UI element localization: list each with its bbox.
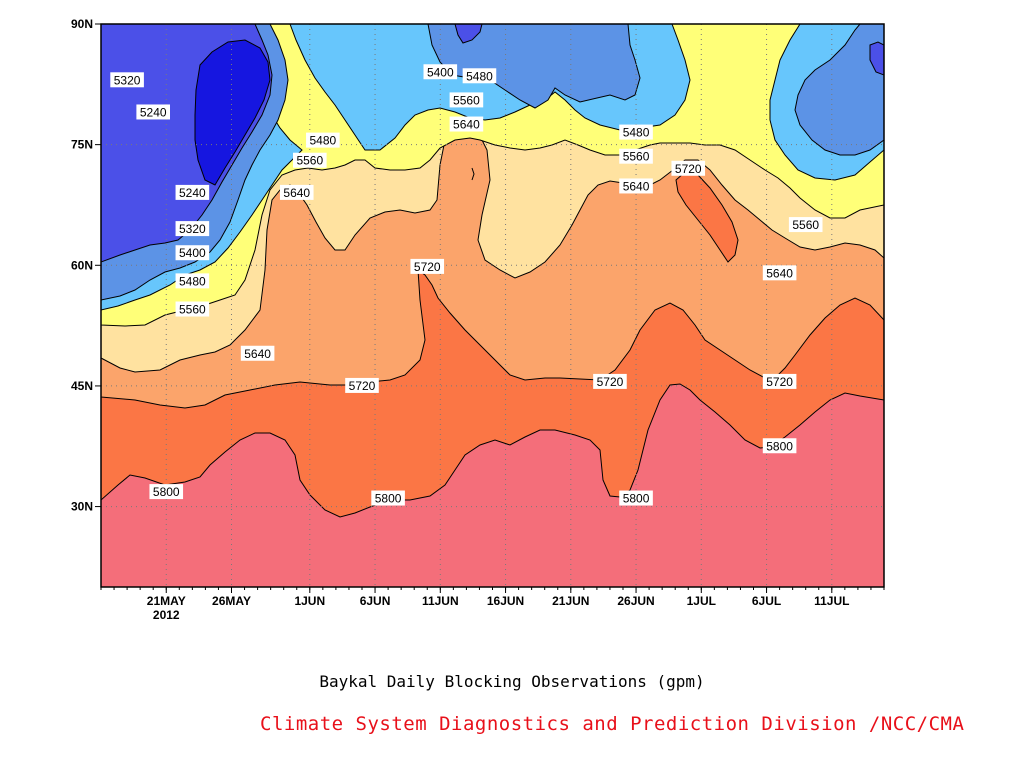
contour-label-bg xyxy=(671,160,706,176)
contour-label-bg xyxy=(175,221,210,237)
contour-label: 5800 xyxy=(623,492,650,506)
contour-label-bg xyxy=(593,373,627,389)
contour-label-bg xyxy=(449,116,484,132)
contour-label: 5400 xyxy=(427,65,454,79)
y-tick-label: 90N xyxy=(71,17,93,31)
contour-label: 5640 xyxy=(244,347,271,361)
contour-label: 5720 xyxy=(597,375,624,389)
contour-label-bg xyxy=(423,64,458,80)
x-tick-label: 6JUN xyxy=(360,594,391,608)
contour-label: 5720 xyxy=(349,379,376,393)
contour-label-bg xyxy=(149,484,184,500)
contour-label-bg xyxy=(293,152,327,168)
contour-label-bg xyxy=(619,148,653,164)
contour-label-bg xyxy=(762,373,797,389)
contour-label: 5640 xyxy=(766,266,793,280)
x-tick-label: 21JUN xyxy=(552,594,589,608)
contour-label: 5640 xyxy=(623,179,650,193)
contour-label: 5640 xyxy=(453,118,480,132)
band-5480-5560 xyxy=(101,24,884,327)
x-tick-label: 1JUN xyxy=(294,594,325,608)
band-5240-5320-north xyxy=(454,24,483,44)
contour-label-bg xyxy=(175,245,210,261)
y-axis: 30N 45N 60N 75N 90N xyxy=(71,17,101,514)
x-tick-label: 26MAY xyxy=(212,594,251,608)
contour-label: 5560 xyxy=(623,150,650,164)
contour-label: 5800 xyxy=(766,439,793,453)
y-tick-label: 60N xyxy=(71,258,93,272)
contour-label: 5640 xyxy=(283,186,310,200)
grid-lines xyxy=(101,24,884,587)
contour-label-bg xyxy=(136,104,170,120)
contour-label: 5480 xyxy=(179,274,206,288)
contour-label-bg xyxy=(345,377,379,393)
band-5720-pocket xyxy=(675,171,739,263)
y-tick-label: 30N xyxy=(71,500,93,514)
x-tick-label: 1JUL xyxy=(687,594,716,608)
contour-label: 5320 xyxy=(114,73,141,87)
band-5240-5320-ne xyxy=(869,41,884,76)
band-below-5240 xyxy=(194,39,271,186)
contour-label: 5800 xyxy=(375,492,402,506)
contour-label-bg xyxy=(240,345,275,361)
contour-label: 5480 xyxy=(309,134,336,148)
band-5320-5400-north xyxy=(427,24,641,109)
x-tick-label: 11JUN xyxy=(422,594,459,608)
x-tick-label: 21MAY xyxy=(147,594,186,608)
contour-label-bg xyxy=(110,72,144,88)
contour-label-bg xyxy=(619,178,653,194)
contour-label-bg xyxy=(619,124,653,140)
contour-label: 5560 xyxy=(453,93,480,107)
contour-label-bg xyxy=(762,438,797,454)
contour-label: 5480 xyxy=(623,126,650,140)
x-tick-label: 16JUN xyxy=(487,594,524,608)
contour-label: 5240 xyxy=(140,105,167,119)
contour-label-bg xyxy=(306,132,340,148)
x-tick-label: 6JUL xyxy=(752,594,781,608)
contour-label-bg xyxy=(462,68,497,84)
contour-label: 5720 xyxy=(675,162,702,176)
contour-label-bg xyxy=(175,184,210,200)
contour-label: 5560 xyxy=(179,303,206,317)
contour-label-bg xyxy=(788,217,823,233)
x-tick-label: 11JUL xyxy=(814,594,849,608)
y-tick-label: 45N xyxy=(71,379,93,393)
contour-label-bg xyxy=(449,92,484,108)
small-mark xyxy=(471,167,475,181)
contour-label: 5240 xyxy=(179,186,206,200)
contour-fills xyxy=(101,24,884,587)
contour-label: 5480 xyxy=(466,69,493,83)
contour-label: 5720 xyxy=(414,260,441,274)
contour-label: 5560 xyxy=(792,218,819,232)
x-tick-label: 26JUN xyxy=(617,594,654,608)
contour-label-bg xyxy=(410,258,445,274)
contour-label-bg xyxy=(619,490,653,506)
contour-label-bg xyxy=(279,184,314,200)
x-tick-label: 2012 xyxy=(153,608,180,622)
contour-label: 5560 xyxy=(296,154,323,168)
contour-label: 5400 xyxy=(179,246,206,260)
contour-label-bg xyxy=(371,490,405,506)
band-5320-5400-ne xyxy=(794,24,884,156)
contour-label: 5800 xyxy=(153,485,180,499)
credit-line: Climate System Diagnostics and Predictio… xyxy=(260,713,965,735)
contour-labels: 5320 5240 5240 5320 5400 5480 5560 5640 5480 5560… xyxy=(110,64,823,506)
contour-label-bg xyxy=(175,301,210,317)
contour-label-bg xyxy=(175,273,210,289)
contour-label: 5720 xyxy=(766,375,793,389)
contour-label: 5320 xyxy=(179,222,206,236)
y-tick-label: 75N xyxy=(71,138,93,152)
contour-label-bg xyxy=(762,265,797,281)
chart-caption: Baykal Daily Blocking Observations (gpm) xyxy=(319,672,705,691)
